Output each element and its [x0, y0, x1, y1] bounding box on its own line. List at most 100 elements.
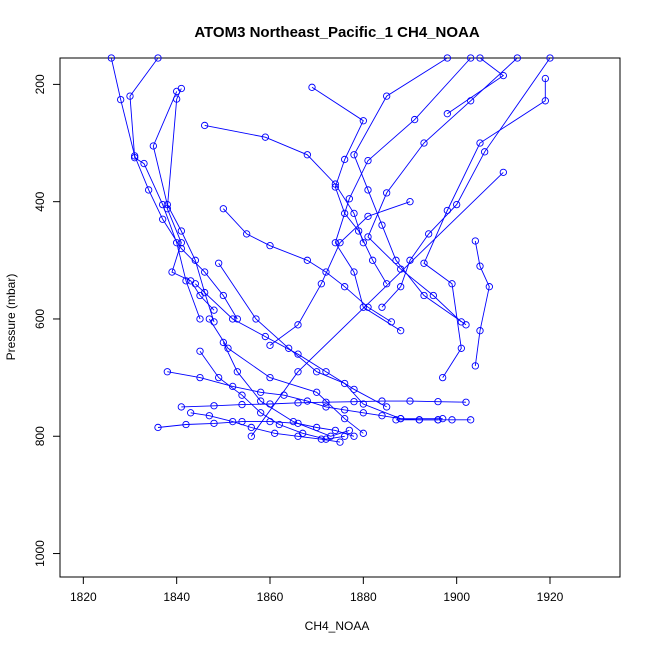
data-point: [429, 291, 437, 300]
data-point: [271, 429, 279, 437]
series-10: [378, 54, 554, 311]
series-line: [269, 201, 411, 346]
data-point: [439, 373, 447, 382]
data-point: [266, 341, 274, 350]
data-point: [303, 151, 311, 159]
series-line: [423, 78, 546, 378]
data-point: [219, 338, 227, 347]
data-point: [173, 95, 181, 103]
series-11: [420, 74, 549, 382]
series-26: [196, 347, 349, 443]
series-line: [474, 240, 490, 366]
data-point: [457, 344, 465, 352]
data-point: [546, 54, 554, 62]
series-9: [364, 54, 521, 326]
data-point: [140, 159, 148, 168]
series-22: [177, 397, 470, 411]
data-point: [476, 262, 484, 270]
data-point: [364, 303, 372, 311]
data-point: [257, 409, 265, 417]
y-tick-label: 200: [33, 74, 47, 94]
data-point: [229, 382, 237, 391]
data-point: [219, 205, 227, 213]
data-point: [187, 409, 195, 417]
data-point: [448, 416, 456, 424]
data-point: [350, 432, 358, 440]
data-point: [383, 92, 391, 100]
series-line: [110, 57, 238, 320]
data-point: [415, 416, 423, 424]
data-point: [341, 283, 349, 291]
data-point: [397, 415, 405, 423]
data-point: [257, 388, 265, 396]
series-line: [190, 412, 341, 443]
data-point: [350, 268, 358, 276]
data-point: [322, 368, 330, 376]
series-line: [166, 88, 215, 311]
data-point: [359, 117, 367, 125]
data-point: [359, 400, 367, 408]
data-point: [462, 398, 470, 406]
data-point: [420, 259, 428, 267]
data-point: [163, 205, 171, 213]
data-point: [177, 403, 185, 411]
data-point: [499, 71, 507, 80]
data-point: [266, 400, 274, 408]
data-point: [462, 321, 470, 329]
data-point: [280, 391, 288, 399]
data-point: [350, 385, 358, 393]
x-tick-label: 1900: [443, 590, 470, 604]
data-point: [359, 429, 367, 437]
x-tick-label: 1920: [537, 590, 564, 604]
data-point: [219, 291, 227, 300]
data-point: [467, 54, 475, 62]
data-point: [182, 277, 190, 285]
data-point: [233, 368, 241, 376]
data-point: [350, 398, 358, 406]
data-point: [196, 347, 204, 355]
series-line: [222, 208, 392, 323]
data-point: [341, 209, 349, 218]
data-point: [411, 115, 419, 124]
data-point: [294, 350, 302, 358]
data-point: [378, 397, 386, 405]
series-5: [201, 121, 367, 247]
data-point: [215, 373, 223, 382]
data-point: [541, 97, 549, 105]
data-point: [131, 154, 139, 162]
series-line: [447, 57, 505, 115]
data-point: [359, 239, 367, 247]
data-point: [443, 54, 451, 62]
data-point: [476, 139, 484, 147]
series-line: [311, 86, 388, 285]
y-tick-label: 400: [33, 191, 47, 211]
data-point: [182, 420, 190, 429]
x-tick-label: 1860: [257, 590, 284, 604]
data-point: [355, 227, 363, 235]
data-point: [341, 432, 349, 440]
data-point: [336, 239, 344, 247]
data-point: [471, 362, 479, 370]
data-point: [331, 183, 339, 191]
data-point: [383, 189, 391, 197]
x-axis: 1820 1840 1860 1880 1900 1920: [70, 576, 564, 604]
y-tick-label: 800: [33, 426, 47, 446]
series-line: [157, 421, 355, 437]
data-point: [289, 417, 297, 426]
data-point: [336, 438, 344, 446]
data-point: [294, 419, 302, 428]
data-point: [243, 230, 251, 238]
series-12: [443, 54, 507, 118]
data-point: [294, 368, 302, 376]
data-point: [205, 315, 213, 323]
y-tick-label: 1000: [33, 540, 47, 567]
data-point: [439, 415, 447, 423]
data-point: [341, 379, 349, 388]
data-point: [173, 239, 181, 247]
data-point: [313, 388, 321, 396]
data-point: [154, 54, 162, 62]
data-point: [294, 321, 302, 329]
series-line: [334, 57, 472, 332]
